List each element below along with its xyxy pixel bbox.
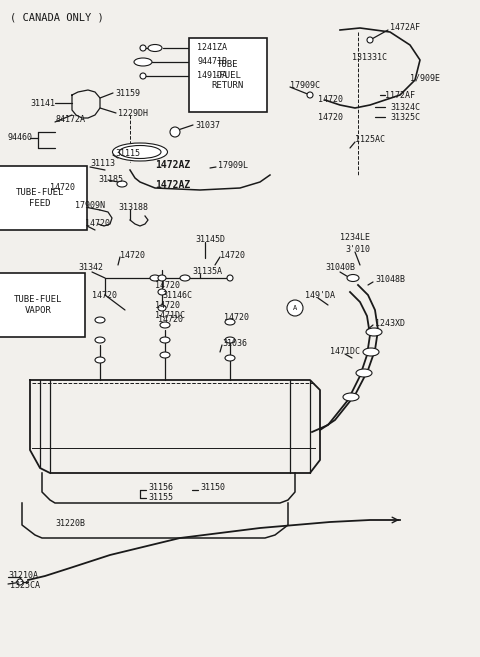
Text: 14720: 14720 xyxy=(158,315,183,325)
Circle shape xyxy=(17,579,23,585)
Text: 14720: 14720 xyxy=(120,250,145,260)
Text: A: A xyxy=(293,305,297,311)
Text: 1172AF: 1172AF xyxy=(385,91,415,99)
Text: 14720: 14720 xyxy=(318,114,343,122)
Text: 31135A: 31135A xyxy=(192,267,222,277)
Text: 31036: 31036 xyxy=(222,338,247,348)
Ellipse shape xyxy=(160,352,170,358)
Text: 3'010: 3'010 xyxy=(345,246,370,254)
Ellipse shape xyxy=(363,348,379,356)
Text: 149'DA: 149'DA xyxy=(305,290,335,300)
Text: TUBE-FUEL
VAPOR: TUBE-FUEL VAPOR xyxy=(14,295,62,315)
Ellipse shape xyxy=(225,337,235,343)
Ellipse shape xyxy=(134,58,152,66)
Ellipse shape xyxy=(158,275,166,281)
Text: 84172A: 84172A xyxy=(55,116,85,124)
Text: 1472AZ: 1472AZ xyxy=(155,160,190,170)
Text: 14720: 14720 xyxy=(318,95,343,104)
Ellipse shape xyxy=(366,328,382,336)
Ellipse shape xyxy=(343,393,359,401)
Text: 14720: 14720 xyxy=(155,300,180,309)
Ellipse shape xyxy=(158,305,166,311)
Text: 1472AZ: 1472AZ xyxy=(155,180,190,190)
Text: 31040B: 31040B xyxy=(325,263,355,273)
Text: 31141: 31141 xyxy=(30,99,55,108)
Text: 1243XD: 1243XD xyxy=(375,319,405,327)
Text: 31037: 31037 xyxy=(195,120,220,129)
Text: 31145D: 31145D xyxy=(195,235,225,244)
Text: 1125AC: 1125AC xyxy=(355,135,385,145)
Ellipse shape xyxy=(119,145,161,158)
Text: 31156: 31156 xyxy=(148,484,173,493)
Text: 14720: 14720 xyxy=(220,250,245,260)
Text: 1241ZA: 1241ZA xyxy=(197,43,227,51)
Ellipse shape xyxy=(160,337,170,343)
Text: 313188: 313188 xyxy=(118,202,148,212)
Ellipse shape xyxy=(112,143,168,161)
Circle shape xyxy=(140,73,146,79)
Text: 31342: 31342 xyxy=(78,263,103,273)
Text: 1491DA: 1491DA xyxy=(197,70,227,79)
Text: 31155: 31155 xyxy=(148,493,173,503)
Circle shape xyxy=(287,300,303,316)
Ellipse shape xyxy=(158,289,166,295)
Ellipse shape xyxy=(95,317,105,323)
Text: 31115: 31115 xyxy=(115,148,140,158)
Circle shape xyxy=(170,127,180,137)
Text: 131331C: 131331C xyxy=(352,53,387,62)
Text: TUBE
-FUEL
RETURN: TUBE -FUEL RETURN xyxy=(212,60,244,90)
Text: 31324C: 31324C xyxy=(390,102,420,112)
Text: 31185: 31185 xyxy=(98,175,123,185)
Ellipse shape xyxy=(347,275,359,281)
Text: 31159: 31159 xyxy=(115,89,140,97)
Text: 94471B: 94471B xyxy=(197,57,227,66)
Ellipse shape xyxy=(95,357,105,363)
Text: 1471DC: 1471DC xyxy=(155,311,185,319)
Text: 1325CA: 1325CA xyxy=(10,581,40,589)
Circle shape xyxy=(307,92,313,98)
Text: 31325C: 31325C xyxy=(390,112,420,122)
Text: ( CANADA ONLY ): ( CANADA ONLY ) xyxy=(10,13,104,23)
Text: 1471DC: 1471DC xyxy=(330,348,360,357)
Ellipse shape xyxy=(95,337,105,343)
Text: 14720: 14720 xyxy=(85,219,110,227)
Ellipse shape xyxy=(117,181,127,187)
Ellipse shape xyxy=(180,275,190,281)
Ellipse shape xyxy=(225,355,235,361)
Text: 14720: 14720 xyxy=(155,281,180,290)
Text: 31146C: 31146C xyxy=(162,290,192,300)
Ellipse shape xyxy=(148,45,162,51)
Ellipse shape xyxy=(225,319,235,325)
Text: 17909N: 17909N xyxy=(75,200,105,210)
Text: 1472AF: 1472AF xyxy=(390,24,420,32)
Text: 14720: 14720 xyxy=(224,313,249,323)
Text: 14720: 14720 xyxy=(92,290,117,300)
Text: 31113: 31113 xyxy=(90,158,115,168)
Text: TUBE-FUEL
FEED: TUBE-FUEL FEED xyxy=(16,189,64,208)
Text: 31150: 31150 xyxy=(200,484,225,493)
Ellipse shape xyxy=(356,369,372,377)
Circle shape xyxy=(367,37,373,43)
Text: 1/909E: 1/909E xyxy=(410,74,440,83)
Ellipse shape xyxy=(150,275,160,281)
Text: 31048B: 31048B xyxy=(375,275,405,284)
Text: 1229DH: 1229DH xyxy=(118,108,148,118)
Text: 17909C: 17909C xyxy=(290,81,320,89)
Circle shape xyxy=(140,45,146,51)
Circle shape xyxy=(227,275,233,281)
Text: 94460: 94460 xyxy=(8,133,33,143)
Text: 14720: 14720 xyxy=(50,183,75,193)
Text: 31220B: 31220B xyxy=(55,518,85,528)
Ellipse shape xyxy=(160,322,170,328)
Text: 31210A: 31210A xyxy=(8,570,38,579)
Text: 1234LE: 1234LE xyxy=(340,233,370,242)
Text: 17909L: 17909L xyxy=(218,160,248,170)
